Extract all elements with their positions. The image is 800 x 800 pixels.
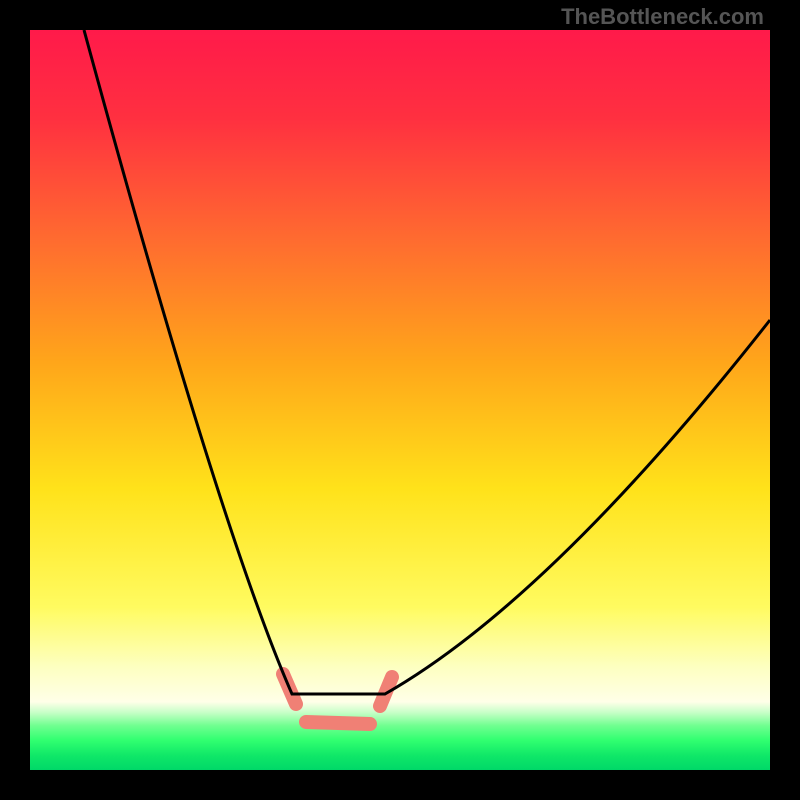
chart-svg xyxy=(30,30,770,770)
bottleneck-curve xyxy=(84,30,770,694)
watermark-text: TheBottleneck.com xyxy=(561,4,764,30)
plot-area xyxy=(30,30,770,770)
